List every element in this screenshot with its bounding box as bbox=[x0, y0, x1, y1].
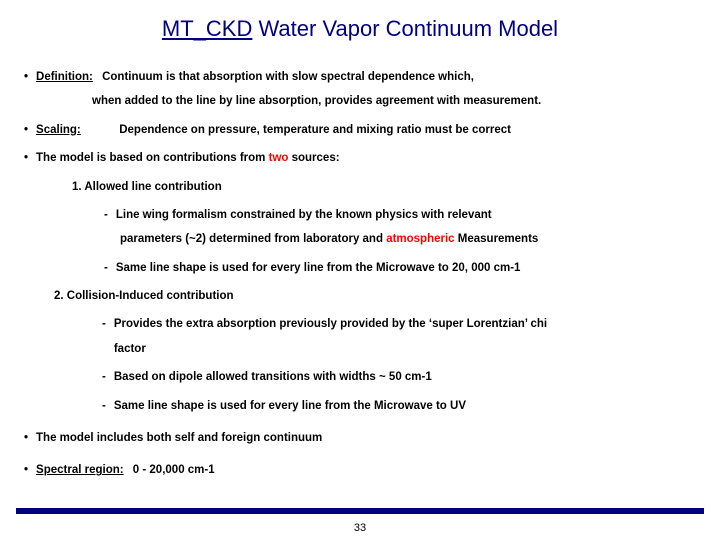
slide: MT_CKD Water Vapor Continuum Model • Def… bbox=[0, 0, 720, 540]
source2-d3-text: Same line shape is used for every line f… bbox=[114, 399, 466, 413]
source1-d2: - Same line shape is used for every line… bbox=[24, 261, 696, 275]
footer-bar bbox=[16, 508, 704, 514]
source2-d3: - Same line shape is used for every line… bbox=[24, 399, 696, 413]
dash-icon: - bbox=[104, 208, 108, 222]
sources-intro-b: sources: bbox=[288, 152, 339, 164]
bullet-dot: • bbox=[24, 151, 28, 165]
bullet-dot: • bbox=[24, 431, 28, 445]
source1-d1a-text: Line wing formalism constrained by the k… bbox=[116, 208, 492, 222]
sources-two: two bbox=[269, 152, 289, 164]
sources-intro-a: The model is based on contributions from bbox=[36, 152, 269, 164]
source1-d2-text: Same line shape is used for every line f… bbox=[116, 261, 521, 275]
title-area: MT_CKD Water Vapor Continuum Model bbox=[0, 0, 720, 42]
source2-d1b: - factor bbox=[24, 342, 696, 356]
scaling-line: • Scaling: Dependence on pressure, tempe… bbox=[24, 123, 696, 137]
source2-d2: - Based on dipole allowed transitions wi… bbox=[24, 370, 696, 384]
definition-label: Definition: bbox=[36, 71, 93, 83]
title-rest: Water Vapor Continuum Model bbox=[252, 16, 558, 41]
source2-head: 2. Collision-Induced contribution bbox=[24, 289, 696, 303]
definition-content2: when added to the line by line absorptio… bbox=[92, 94, 541, 108]
page-number: 33 bbox=[0, 522, 720, 534]
s1-d1b-atm: atmospheric bbox=[386, 233, 454, 245]
slide-body: • Definition: Continuum is that absorpti… bbox=[0, 42, 720, 478]
spectral-text: Spectral region: 0 - 20,000 cm-1 bbox=[36, 463, 215, 477]
dash-icon: - bbox=[102, 399, 106, 413]
source1-head-text: 1. Allowed line contribution bbox=[72, 181, 222, 193]
selfforeign-line: • The model includes both self and forei… bbox=[24, 431, 696, 445]
bullet-dot: • bbox=[24, 463, 28, 477]
spectral-line: • Spectral region: 0 - 20,000 cm-1 bbox=[24, 463, 696, 477]
definition-content1: Continuum is that absorption with slow s… bbox=[102, 71, 474, 83]
source2-d1a: - Provides the extra absorption previous… bbox=[24, 317, 696, 331]
source2-head-text: 2. Collision-Induced contribution bbox=[54, 290, 234, 302]
definition-line1: • Definition: Continuum is that absorpti… bbox=[24, 70, 696, 84]
scaling-content: Dependence on pressure, temperature and … bbox=[119, 124, 511, 136]
s1-d1b-a: parameters (~2) determined from laborato… bbox=[120, 233, 386, 245]
spectral-value: 0 - 20,000 cm-1 bbox=[133, 464, 215, 476]
sources-intro-text: The model is based on contributions from… bbox=[36, 151, 340, 165]
source1-d1b: parameters (~2) determined from laborato… bbox=[24, 232, 696, 246]
spectral-label: Spectral region: bbox=[36, 464, 124, 476]
dash-icon: - bbox=[104, 261, 108, 275]
dash-icon: - bbox=[102, 370, 106, 384]
source2-d2-text: Based on dipole allowed transitions with… bbox=[114, 370, 432, 384]
bullet-dot: • bbox=[24, 123, 28, 137]
source1-d1b-text: parameters (~2) determined from laborato… bbox=[120, 232, 538, 246]
slide-title: MT_CKD Water Vapor Continuum Model bbox=[162, 16, 558, 42]
definition-line2: when added to the line by line absorptio… bbox=[24, 94, 696, 108]
selfforeign-text: The model includes both self and foreign… bbox=[36, 431, 322, 445]
scaling-label: Scaling: bbox=[36, 123, 110, 137]
bullet-dot: • bbox=[24, 70, 28, 84]
source1-head: 1. Allowed line contribution bbox=[24, 180, 696, 194]
source2-d1a-text: Provides the extra absorption previously… bbox=[114, 317, 547, 331]
scaling-text: Scaling: Dependence on pressure, tempera… bbox=[36, 123, 511, 137]
s1-d1b-b: Measurements bbox=[455, 233, 539, 245]
source1-d1a: - Line wing formalism constrained by the… bbox=[24, 208, 696, 222]
dash-icon: - bbox=[102, 317, 106, 331]
source2-d1b-text: factor bbox=[114, 342, 146, 356]
sources-intro: • The model is based on contributions fr… bbox=[24, 151, 696, 165]
title-underlined: MT_CKD bbox=[162, 16, 252, 41]
definition-text1: Definition: Continuum is that absorption… bbox=[36, 70, 474, 84]
